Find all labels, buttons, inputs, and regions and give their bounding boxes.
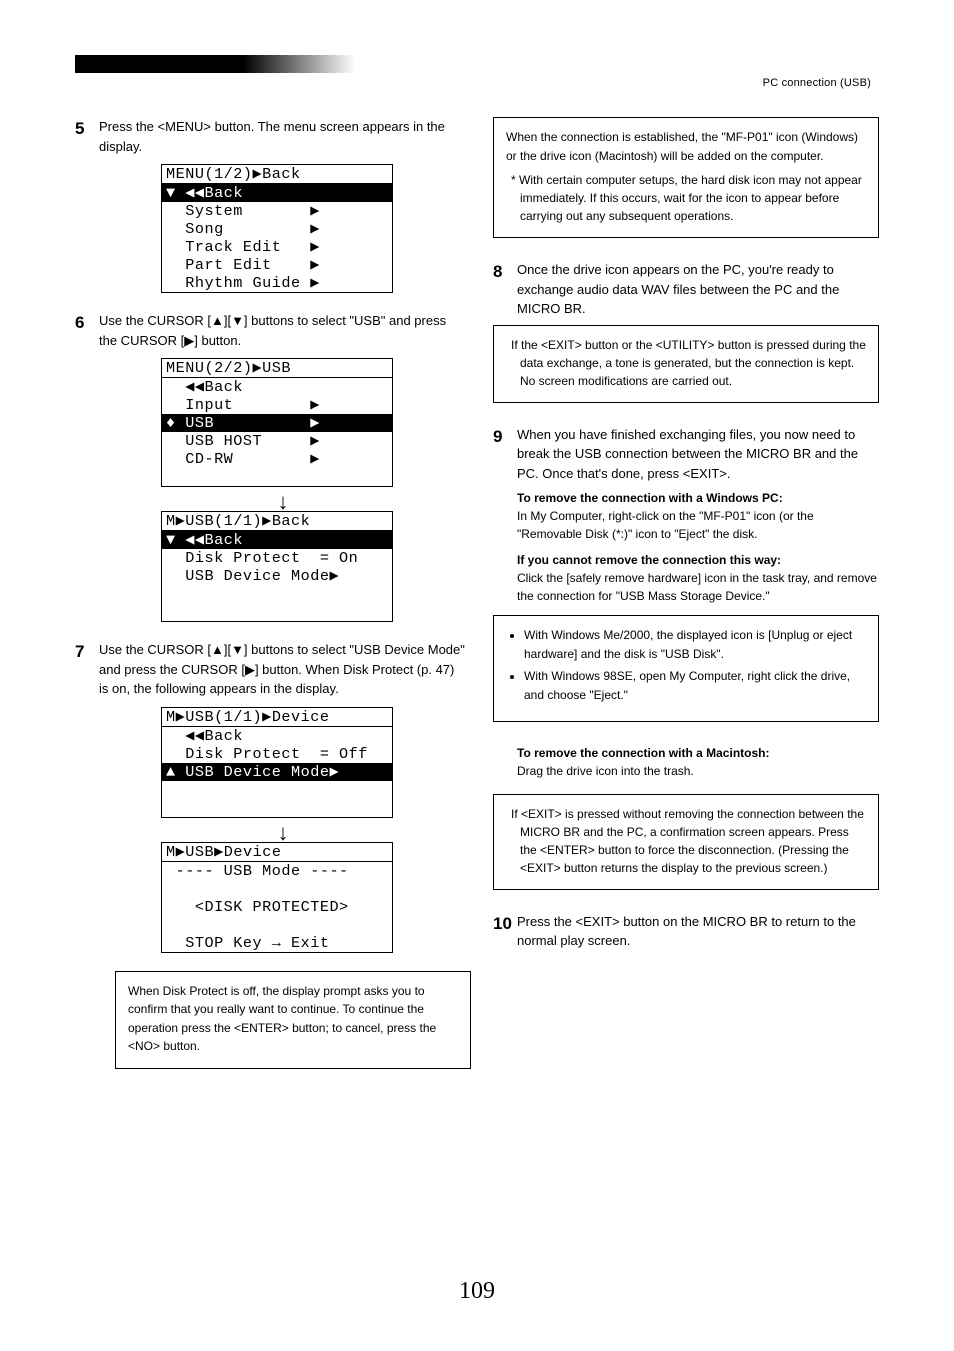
- left-column: 5 Press the <MENU> button. The menu scre…: [75, 117, 465, 1069]
- lcd-title: M▶USB(1/1)▶Device: [162, 708, 392, 727]
- page-number: 109: [0, 1278, 954, 1305]
- quit-windows-cannot-text: Click the [safely remove hardware] icon …: [517, 569, 879, 605]
- lcd-line: ◀◀Back: [162, 378, 392, 396]
- note-exit-during-exchange: If the <EXIT> button or the <UTILITY> bu…: [493, 325, 879, 403]
- lcd-line: [162, 468, 392, 486]
- lcd-line: ▲ USB Device Mode▶: [162, 763, 392, 781]
- lcd-usb-device: M▶USB(1/1)▶Device ◀◀Back Disk Protect = …: [161, 707, 393, 818]
- note-text: When the connection is established, the …: [506, 128, 866, 165]
- lcd-line: [162, 880, 392, 898]
- note-asterisk: If the <EXIT> button or the <UTILITY> bu…: [506, 336, 866, 390]
- lcd-line: ◀◀Back: [162, 727, 392, 745]
- lcd-line: STOP Key → Exit: [162, 934, 392, 952]
- lcd-usb-1: M▶USB(1/1)▶Back ▼ ◀◀Back Disk Protect = …: [161, 511, 393, 622]
- lcd-line: Part Edit ▶: [162, 256, 392, 274]
- lcd-line: Input ▶: [162, 396, 392, 414]
- lcd-line: [162, 585, 392, 603]
- note-asterisk: If <EXIT> is pressed without removing th…: [506, 805, 866, 877]
- header-bar: [75, 55, 355, 73]
- quit-windows-cannot-heading: If you cannot remove the connection this…: [517, 551, 879, 569]
- lcd-line: System ▶: [162, 202, 392, 220]
- right-column: When the connection is established, the …: [493, 117, 879, 1069]
- list-item: With Windows 98SE, open My Computer, rig…: [524, 667, 866, 704]
- step-10: 10 Press the <EXIT> button on the MICRO …: [493, 912, 879, 951]
- quit-windows-heading: To remove the connection with a Windows …: [517, 489, 879, 507]
- quit-mac-heading: To remove the connection with a Macintos…: [517, 744, 879, 762]
- quit-windows-text: In My Computer, right-click on the "MF-P…: [517, 507, 879, 543]
- lcd-line: Disk Protect = On: [162, 549, 392, 567]
- down-arrow-icon: ↓: [273, 497, 293, 507]
- lcd-line: ▼ ◀◀Back: [162, 531, 392, 549]
- lcd-title: M▶USB(1/1)▶Back: [162, 512, 392, 531]
- lcd-line: USB HOST ▶: [162, 432, 392, 450]
- note-force-disconnect: If <EXIT> is pressed without removing th…: [493, 794, 879, 890]
- lcd-title: M▶USB▶Device: [162, 843, 392, 862]
- lcd-usb-mode: M▶USB▶Device ---- USB Mode ---- <DISK PR…: [161, 842, 393, 953]
- note-windows-variants: With Windows Me/2000, the displayed icon…: [493, 615, 879, 721]
- step-9: 9 When you have finished exchanging file…: [493, 425, 879, 484]
- lcd-line: USB Device Mode▶: [162, 567, 392, 585]
- down-arrow-icon: ↓: [273, 828, 293, 838]
- lcd-line: Song ▶: [162, 220, 392, 238]
- list-item: With Windows Me/2000, the displayed icon…: [524, 626, 866, 663]
- lcd-line: ---- USB Mode ----: [162, 862, 392, 880]
- lcd-title: MENU(2/2)▶USB: [162, 359, 392, 378]
- note-disk-protect-off: When Disk Protect is off, the display pr…: [115, 971, 471, 1069]
- lcd-line: [162, 603, 392, 621]
- note-connection-icon: When the connection is established, the …: [493, 117, 879, 238]
- lcd-line: <DISK PROTECTED>: [162, 898, 392, 916]
- lcd-menu-1: MENU(1/2)▶Back ▼ ◀◀Back System ▶ Song ▶ …: [161, 164, 393, 293]
- step-6: 6 Use the CURSOR [▲][▼] buttons to selec…: [75, 311, 465, 350]
- lcd-line: ▼ ◀◀Back: [162, 184, 392, 202]
- step-7: 7 Use the CURSOR [▲][▼] buttons to selec…: [75, 640, 465, 699]
- lcd-line: CD-RW ▶: [162, 450, 392, 468]
- lcd-line: [162, 916, 392, 934]
- lcd-line: ♦ USB ▶: [162, 414, 392, 432]
- lcd-line: Disk Protect = Off: [162, 745, 392, 763]
- note-asterisk: * With certain computer setups, the hard…: [506, 171, 866, 225]
- lcd-line: [162, 799, 392, 817]
- step-8: 8 Once the drive icon appears on the PC,…: [493, 260, 879, 319]
- quit-mac-text: Drag the drive icon into the trash.: [517, 762, 879, 780]
- lcd-line: Rhythm Guide ▶: [162, 274, 392, 292]
- lcd-line: Track Edit ▶: [162, 238, 392, 256]
- step-5: 5 Press the <MENU> button. The menu scre…: [75, 117, 465, 156]
- lcd-menu-2: MENU(2/2)▶USB ◀◀Back Input ▶♦ USB ▶ USB …: [161, 358, 393, 487]
- lcd-title: MENU(1/2)▶Back: [162, 165, 392, 184]
- lcd-line: [162, 781, 392, 799]
- header-link: PC connection (USB): [75, 77, 879, 89]
